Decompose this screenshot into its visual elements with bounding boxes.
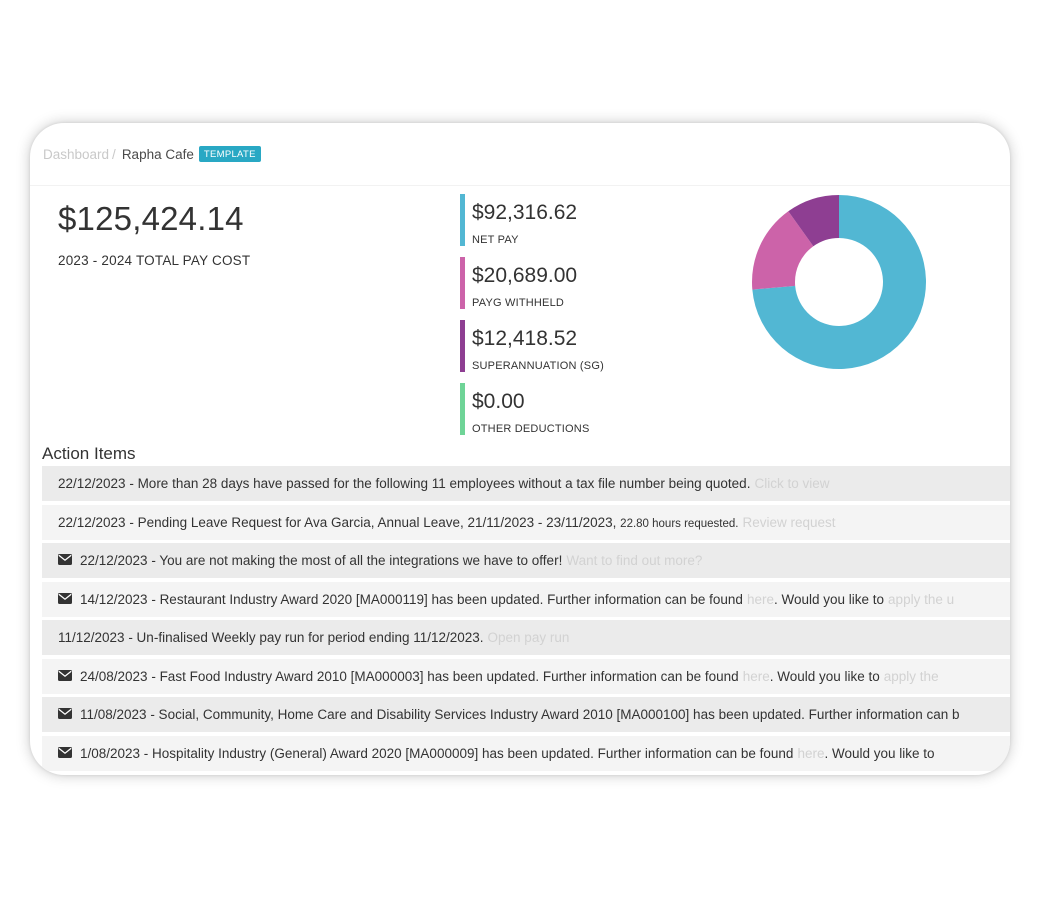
action-item-text: 22/12/2023 - More than 28 days have pass…: [42, 476, 829, 491]
action-item-message: 14/12/2023 - Restaurant Industry Award 2…: [80, 591, 743, 607]
metric-value: $20,689.00: [472, 264, 578, 287]
total-pay-cost-label: 2023 - 2024 TOTAL PAY COST: [58, 253, 251, 268]
action-item-row[interactable]: 22/12/2023 - More than 28 days have pass…: [42, 466, 1010, 501]
action-item-hours: 22.80 hours requested.: [620, 517, 739, 530]
metric-value: $92,316.62: [472, 201, 578, 224]
total-pay-cost-amount: $125,424.14: [58, 200, 244, 237]
metric-value: $12,418.52: [472, 327, 578, 350]
action-item-message: 22/12/2023 - Pending Leave Request for A…: [58, 514, 621, 530]
action-item-row[interactable]: 1/08/2023 - Hospitality Industry (Genera…: [42, 735, 1010, 771]
pay-summary: $125,424.14 2023 - 2024 TOTAL PAY COST $…: [30, 185, 1010, 441]
action-item-link[interactable]: here: [746, 591, 774, 607]
action-item-row[interactable]: 11/12/2023 - Un-finalised Weekly pay run…: [42, 620, 1010, 655]
breadcrumb: Dashboard / Rapha Cafe TEMPLATE: [30, 123, 1010, 185]
envelope-icon: [58, 553, 72, 568]
action-item-row[interactable]: 11/08/2023 - Social, Community, Home Car…: [42, 697, 1010, 732]
donut-slice-payg-withheld: [752, 211, 814, 290]
donut-slice-superannuation-sg: [788, 195, 839, 247]
action-item-link[interactable]: here: [742, 668, 770, 684]
metric-color-bar: [460, 257, 465, 309]
action-item-message-rest: . Would you like to: [824, 745, 935, 761]
action-item-message: 11/12/2023 - Un-finalised Weekly pay run…: [58, 630, 484, 645]
action-item-message: 22/12/2023 - You are not making the most…: [80, 553, 563, 568]
envelope-icon: [58, 592, 72, 607]
pay-cost-donut-chart: [752, 195, 926, 369]
template-badge: TEMPLATE: [198, 145, 261, 163]
action-item-message: 24/08/2023 - Fast Food Industry Award 20…: [80, 668, 739, 684]
breadcrumb-current: Rapha Cafe: [121, 146, 194, 162]
action-item-text: 22/12/2023 - Pending Leave Request for A…: [42, 515, 836, 530]
metric-value: $0.00: [472, 390, 525, 413]
action-item-text: 14/12/2023 - Restaurant Industry Award 2…: [72, 592, 954, 607]
action-item-message-rest: . Would you like to: [773, 591, 885, 607]
action-item-link[interactable]: Click to view: [754, 476, 830, 491]
envelope-icon: [58, 669, 72, 684]
action-item-apply-link[interactable]: apply the: [883, 668, 939, 684]
action-item-message-rest: . Would you like to: [769, 668, 880, 684]
envelope-icon: [58, 707, 72, 722]
metric-label: OTHER DEDUCTIONS: [472, 423, 590, 435]
action-item-row[interactable]: 24/08/2023 - Fast Food Industry Award 20…: [42, 658, 1010, 694]
metric-label: PAYG WITHHELD: [472, 297, 565, 309]
action-item-row[interactable]: 22/12/2023 - Pending Leave Request for A…: [42, 504, 1010, 540]
action-item-link[interactable]: Review request: [742, 514, 836, 530]
action-item-apply-link[interactable]: apply the u: [888, 591, 955, 607]
action-item-text: 11/12/2023 - Un-finalised Weekly pay run…: [42, 630, 569, 645]
action-items-title: Action Items: [42, 444, 136, 463]
metric-label: NET PAY: [472, 234, 519, 246]
donut-slice-net-pay: [752, 195, 926, 369]
dashboard-card: Dashboard / Rapha Cafe TEMPLATE $125,424…: [30, 123, 1010, 775]
metric-color-bar: [460, 320, 465, 372]
action-item-link[interactable]: Want to find out more?: [566, 553, 703, 568]
action-item-text: 22/12/2023 - You are not making the most…: [72, 553, 702, 568]
metric-color-bar: [460, 383, 465, 435]
action-item-text: 1/08/2023 - Hospitality Industry (Genera…: [72, 746, 935, 761]
metric-color-bar: [460, 194, 465, 246]
metric-label: SUPERANNUATION (SG): [472, 360, 604, 372]
breadcrumb-dashboard-link[interactable]: Dashboard: [43, 146, 110, 162]
action-item-row[interactable]: 14/12/2023 - Restaurant Industry Award 2…: [42, 581, 1010, 617]
action-item-link[interactable]: here: [797, 745, 825, 761]
action-item-row[interactable]: 22/12/2023 - You are not making the most…: [42, 543, 1010, 578]
action-item-text: 11/08/2023 - Social, Community, Home Car…: [72, 707, 959, 722]
action-items-list: 22/12/2023 - More than 28 days have pass…: [42, 466, 1010, 774]
action-item-text: 24/08/2023 - Fast Food Industry Award 20…: [72, 669, 939, 684]
action-item-message: 11/08/2023 - Social, Community, Home Car…: [80, 707, 960, 722]
action-item-message: 22/12/2023 - More than 28 days have pass…: [58, 476, 751, 491]
breadcrumb-separator: /: [112, 146, 116, 162]
envelope-icon: [58, 746, 72, 761]
action-item-message: 1/08/2023 - Hospitality Industry (Genera…: [80, 745, 794, 761]
action-item-link[interactable]: Open pay run: [487, 630, 570, 645]
